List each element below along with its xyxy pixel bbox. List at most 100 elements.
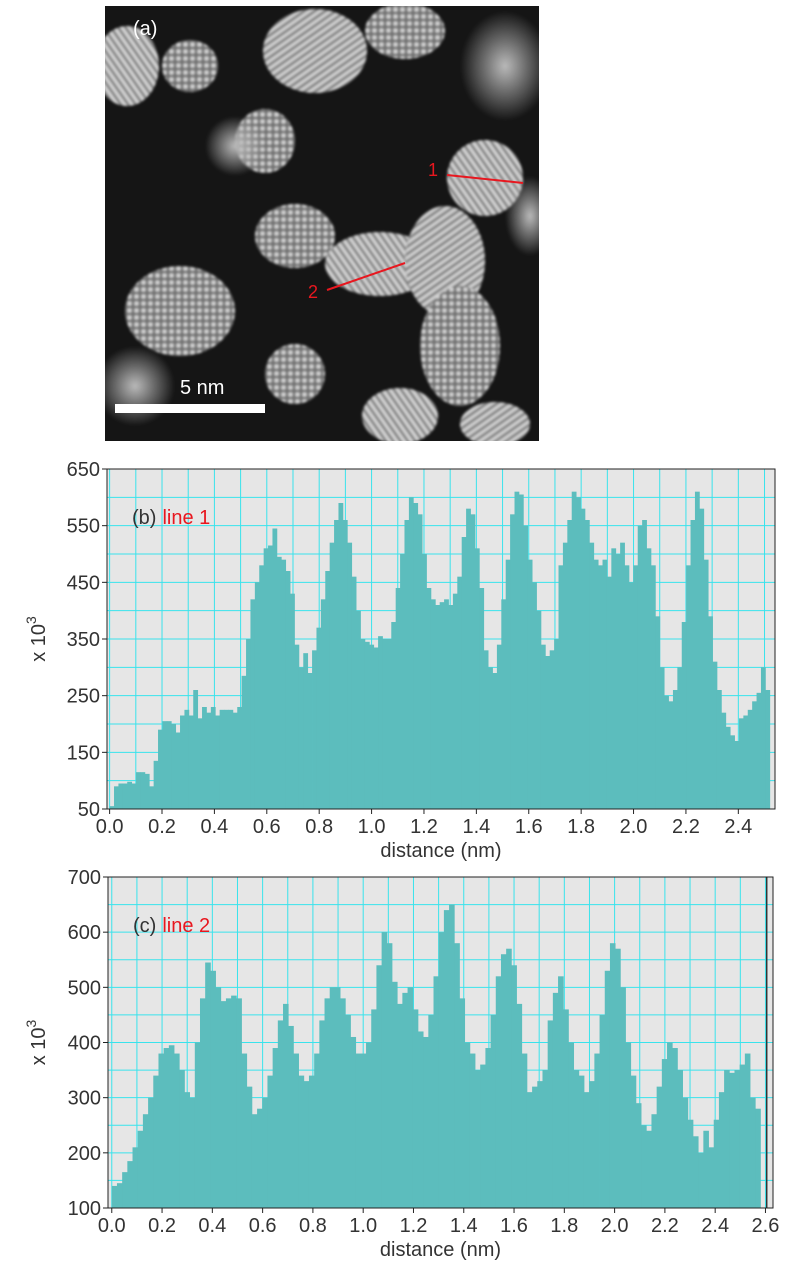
profile-bar [725,726,731,809]
profile-bar [391,622,397,809]
x-tick-label: 0.2 [148,816,176,838]
profile-bar [655,616,661,809]
profile-bar [366,1042,372,1208]
profile-bar [721,712,727,809]
profile-bar [162,721,168,809]
profile-bar [469,1053,476,1208]
x-tick-label: 2.4 [724,816,752,838]
profile-bar [228,709,234,809]
profile-bar [329,542,335,809]
profile-bar [263,548,269,809]
axes: 50 150 250 350 450 550 650 0.0 0.2 0.4 0.6 0.8 1.0 1.… [67,459,753,838]
profile-bar [457,576,463,809]
profile-bar [325,571,331,809]
profile-bar [180,715,185,809]
profile-bar [599,1014,606,1208]
profile-bar [137,1130,144,1208]
profile-bar [571,491,577,809]
profile-bar [449,904,455,1208]
profile-bar [153,1075,159,1208]
profile-bar [563,1009,569,1208]
panel-label-text: (c) [133,915,156,937]
profile-bar [417,1031,424,1208]
profile-bar [461,537,467,809]
profile-bar [391,981,398,1208]
profile-bar [542,1070,549,1208]
profile-bar [734,1070,741,1208]
profile-bar [153,760,159,809]
profile-bar [288,1025,294,1208]
profile-bar [407,987,414,1208]
profile-bar [668,701,674,809]
profile-bar [433,976,440,1208]
profile-bar [692,1136,699,1208]
y-tick-label: 500 [68,977,101,999]
y-axis-label-exponent: 3 [23,616,39,624]
profile-bar [625,1042,632,1208]
profile-bar [369,644,375,809]
profile-bar [334,520,339,809]
profile-bar [739,1064,746,1208]
profile-bar [547,1020,554,1208]
profile-bar [562,542,568,809]
x-tick-label: 1.2 [410,816,438,838]
profile-bar [351,576,357,809]
profile-bar [118,783,124,809]
profile-bar [584,520,590,809]
profile-bar [521,1053,528,1208]
profile-bar [360,1053,367,1208]
profile-bar [536,610,542,809]
x-tick-label: 0.0 [96,816,124,838]
profile-bar [598,565,603,809]
profile-bar [620,987,626,1208]
profile-bar [540,644,546,809]
profile-bar [738,718,744,809]
profile-bar [395,588,401,809]
profile-bar [400,554,405,809]
profile-bar [492,673,498,809]
micrograph-panel: (a) 1 2 5 nm [95,3,555,446]
profile-bar [316,627,322,809]
scale-bar-label: 5 nm [180,377,225,399]
profile-bar [144,773,150,809]
y-axis-label-base: x 10 [28,1027,50,1065]
profile-bar [589,1081,595,1208]
profile-bar [163,1048,170,1208]
x-tick-label: 0.2 [148,1215,176,1237]
x-tick-label: 2.0 [601,1215,629,1237]
profile-bar [656,1086,663,1208]
profile-bar [148,1097,154,1208]
profile-bar [609,943,616,1208]
profile-bar [257,1108,263,1208]
profile-bar [237,707,243,809]
x-tick-label: 1.6 [500,1215,528,1237]
x-tick-label: 2.6 [752,1215,780,1237]
profile-bar [448,605,454,809]
profile-bar [511,965,517,1208]
profile-bar [205,962,211,1208]
profile-bar [537,1081,543,1208]
profile-bar [276,556,282,809]
x-tick-label: 1.2 [400,1215,428,1237]
bars [109,491,771,809]
profile-bar [518,494,524,809]
profile-bar [171,724,177,809]
profile-bar [268,545,273,809]
chart-line-1: 50 150 250 350 450 550 650 0.0 0.2 0.4 0.6 0.8 1.0 1.… [23,459,776,862]
profile-bar [413,503,419,809]
profile-bar [340,998,346,1208]
profile-bar [345,1014,351,1208]
profile-bar [210,707,216,809]
y-tick-label: 550 [67,516,100,538]
series-label: line 2 [162,915,210,937]
profile-bar [650,565,656,809]
x-tick-label: 0.4 [200,816,228,838]
profile-bar [220,1001,227,1208]
profile-bar [646,548,652,809]
profile-bar [250,599,256,809]
x-tick-label: 1.8 [567,816,595,838]
profile-bar [136,772,141,809]
x-tick-label: 0.6 [249,1215,277,1237]
profile-bar [188,715,194,809]
profile-bar [179,1070,185,1208]
